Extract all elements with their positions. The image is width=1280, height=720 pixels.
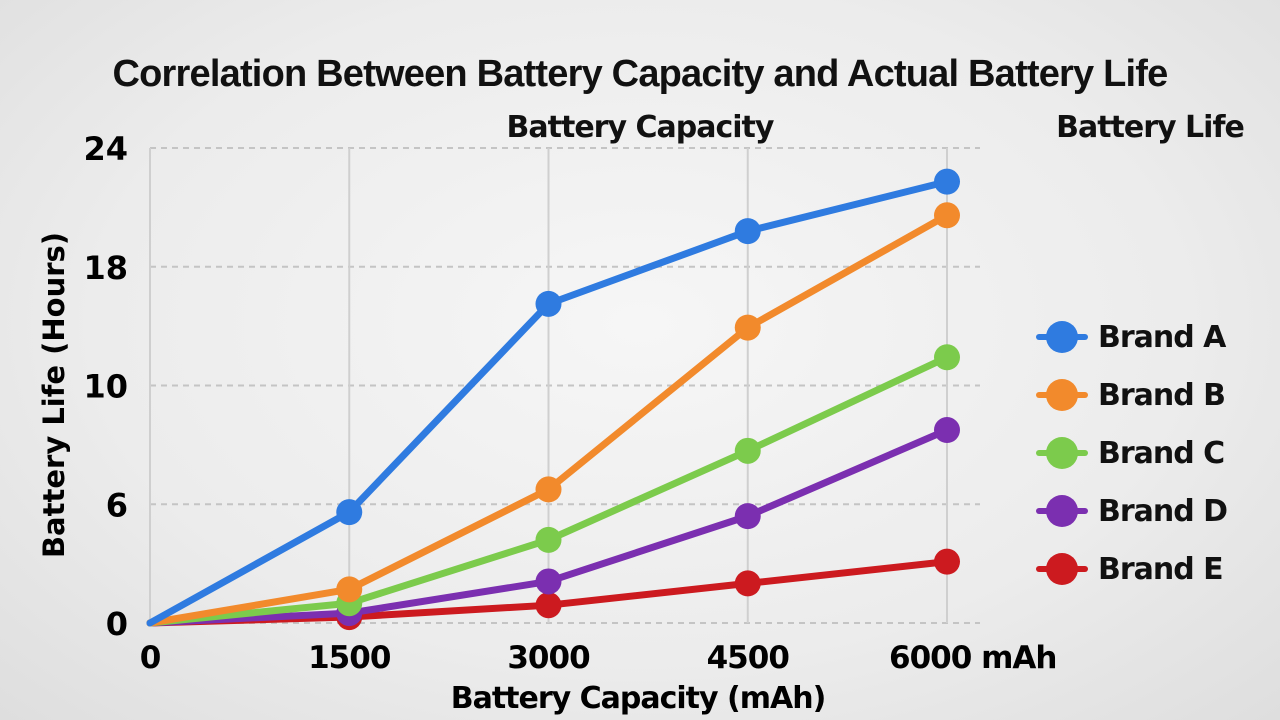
data-point-brand-a [734,218,761,245]
legend-item-brand-b[interactable]: Brand B [1036,366,1227,424]
y-tick-label: 24 [83,130,128,168]
legend-marker-icon [1036,437,1088,469]
data-point-brand-b [934,202,960,229]
data-point-brand-b [336,576,363,603]
y-tick-label: 18 [83,249,128,287]
y-axis-label: Battery Life (Hours) [37,232,71,558]
legend-marker-icon [1036,379,1088,411]
data-point-brand-d [934,417,960,444]
chart-subtitle: Battery Capacity [506,110,775,145]
y-tick-label: 6 [106,486,128,524]
data-point-brand-a [535,290,562,317]
data-point-brand-b [734,314,761,341]
x-axis-label: Battery Capacity (mAh) [451,681,826,716]
legend-item-brand-a[interactable]: Brand A [1036,308,1227,366]
data-point-brand-c [934,344,960,371]
x-tick-label: 1500 [308,640,391,676]
x-tick-label: 0 [140,640,161,676]
data-point-brand-b [535,476,562,503]
legend-title: Battery Life [1056,110,1245,145]
x-tick-label: 4500 [707,640,790,676]
y-tick-label: 10 [83,368,128,406]
y-tick-label: 0 [106,605,128,643]
x-tick-label: 3000 [507,640,590,676]
data-point-brand-d [734,503,761,530]
legend-item-brand-d[interactable]: Brand D [1036,482,1228,540]
chart-title: Correlation Between Battery Capacity and… [112,53,1169,95]
data-point-brand-d [535,568,562,595]
data-point-brand-a [336,499,363,526]
data-point-brand-e [934,548,960,575]
legend-marker-icon [1036,553,1088,585]
x-tick-label: 6000 mAh [889,640,1056,676]
legend-marker-icon [1036,495,1088,527]
data-point-brand-a [934,168,960,195]
data-point-brand-c [535,526,562,553]
legend-item-brand-c[interactable]: Brand C [1036,424,1227,482]
legend: Brand A Brand B Brand C Brand D Brand E [1036,308,1228,598]
data-point-brand-e [734,570,761,597]
data-point-brand-e [535,592,562,619]
legend-item-brand-e[interactable]: Brand E [1036,540,1227,598]
data-point-brand-c [734,437,761,464]
legend-marker-icon [1036,321,1088,353]
